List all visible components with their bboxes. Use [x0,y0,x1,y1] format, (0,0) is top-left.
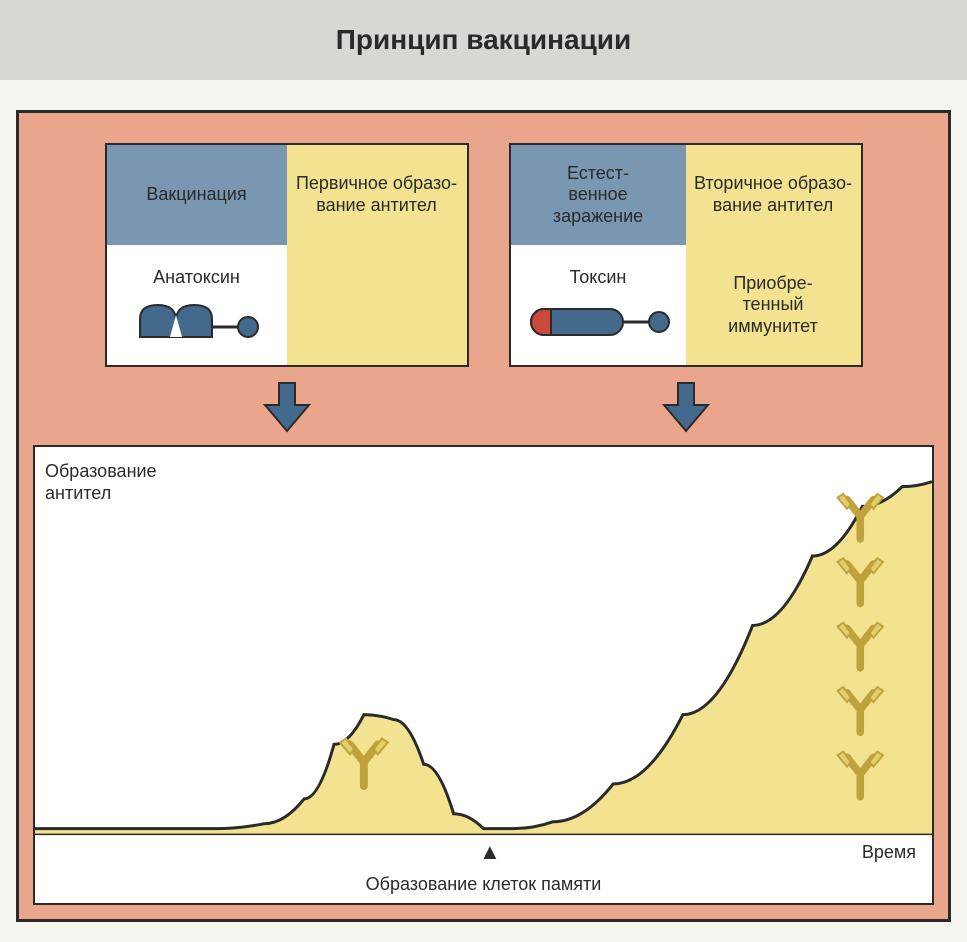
infection-group: Естест-венноезаражение Вторичное образо-… [509,143,863,435]
toxin-cell: Токсин [511,245,686,365]
infection-header-row: Естест-венноезаражение Вторичное образо-… [509,143,863,247]
anatoxin-label: Анатоксин [153,267,240,289]
chart-panel: Образованиеантител Время ▲ Образование к… [33,445,934,905]
spacer [0,80,967,110]
vaccination-sub-row: Анатоксин [105,245,469,367]
toxin-icon [523,297,673,343]
vaccination-blue-cell: Вакцинация [107,145,287,245]
diagram-container: Вакцинация Первичное образо-вание антите… [16,110,951,922]
page-title: Принцип вакцинации [336,24,631,56]
memory-cells-label: Образование клеток памяти [366,874,602,895]
primary-antibody-cell: Первичное образо-вание антител [287,145,467,245]
vaccination-header-row: Вакцинация Первичное образо-вание антите… [105,143,469,247]
vaccination-empty-yellow [287,245,467,365]
arrow-down-icon [658,379,714,435]
infection-blue-cell: Естест-венноезаражение [511,145,686,245]
secondary-antibody-cell: Вторичное образо-вание антител [686,145,861,245]
x-axis-label: Время [862,842,916,863]
title-bar: Принцип вакцинации [0,0,967,80]
anatoxin-cell: Анатоксин [107,245,287,365]
toxin-label: Токсин [570,267,627,289]
arrow-down-icon [259,379,315,435]
anatoxin-icon [132,297,262,343]
up-arrow-icon: ▲ [479,839,501,865]
antibody-curve [35,447,932,903]
top-row: Вакцинация Первичное образо-вание антите… [33,143,934,435]
infection-sub-row: Токсин Приобре-тенныйиммунитет [509,245,863,367]
vaccination-group: Вакцинация Первичное образо-вание антите… [105,143,469,435]
acquired-immunity-cell: Приобре-тенныйиммунитет [686,245,861,365]
